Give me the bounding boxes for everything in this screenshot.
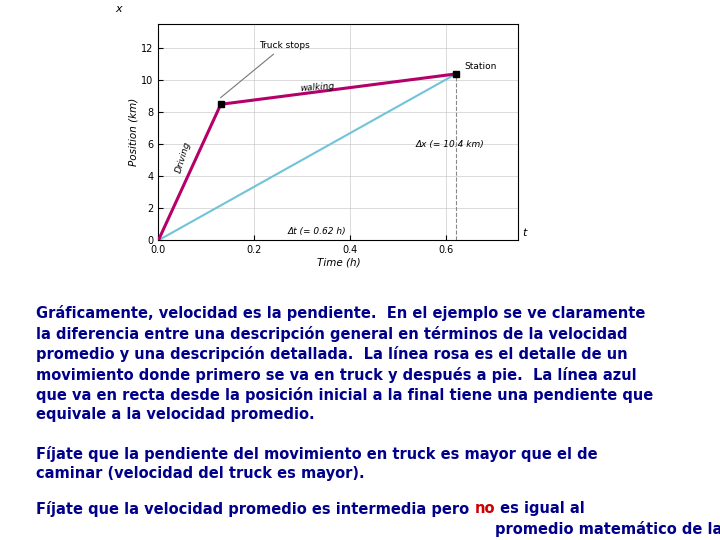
Text: x: x	[115, 3, 122, 14]
Text: Δt (= 0.62 h): Δt (= 0.62 h)	[288, 227, 346, 236]
Text: Truck stops: Truck stops	[220, 40, 310, 98]
Text: Fíjate que la velocidad promedio es intermedia pero: Fíjate que la velocidad promedio es inte…	[36, 501, 474, 517]
Text: Station: Station	[464, 62, 497, 71]
Text: Fíjate que la pendiente del movimiento en truck es mayor que el de
caminar (velo: Fíjate que la pendiente del movimiento e…	[36, 446, 598, 481]
X-axis label: Time (h): Time (h)	[317, 258, 360, 268]
Text: no: no	[474, 501, 495, 516]
Text: es igual al
promedio matemático de las velocidades que componen el movimiento.: es igual al promedio matemático de las v…	[495, 501, 720, 537]
Text: Driving: Driving	[174, 140, 192, 174]
Text: walking: walking	[300, 82, 334, 93]
Y-axis label: Position (km): Position (km)	[128, 98, 138, 166]
Text: Δx (= 10.4 km): Δx (= 10.4 km)	[415, 140, 484, 149]
Text: t: t	[522, 228, 526, 238]
Text: Gráficamente, velocidad es la pendiente.  En el ejemplo se ve claramente
la dife: Gráficamente, velocidad es la pendiente.…	[36, 305, 653, 422]
